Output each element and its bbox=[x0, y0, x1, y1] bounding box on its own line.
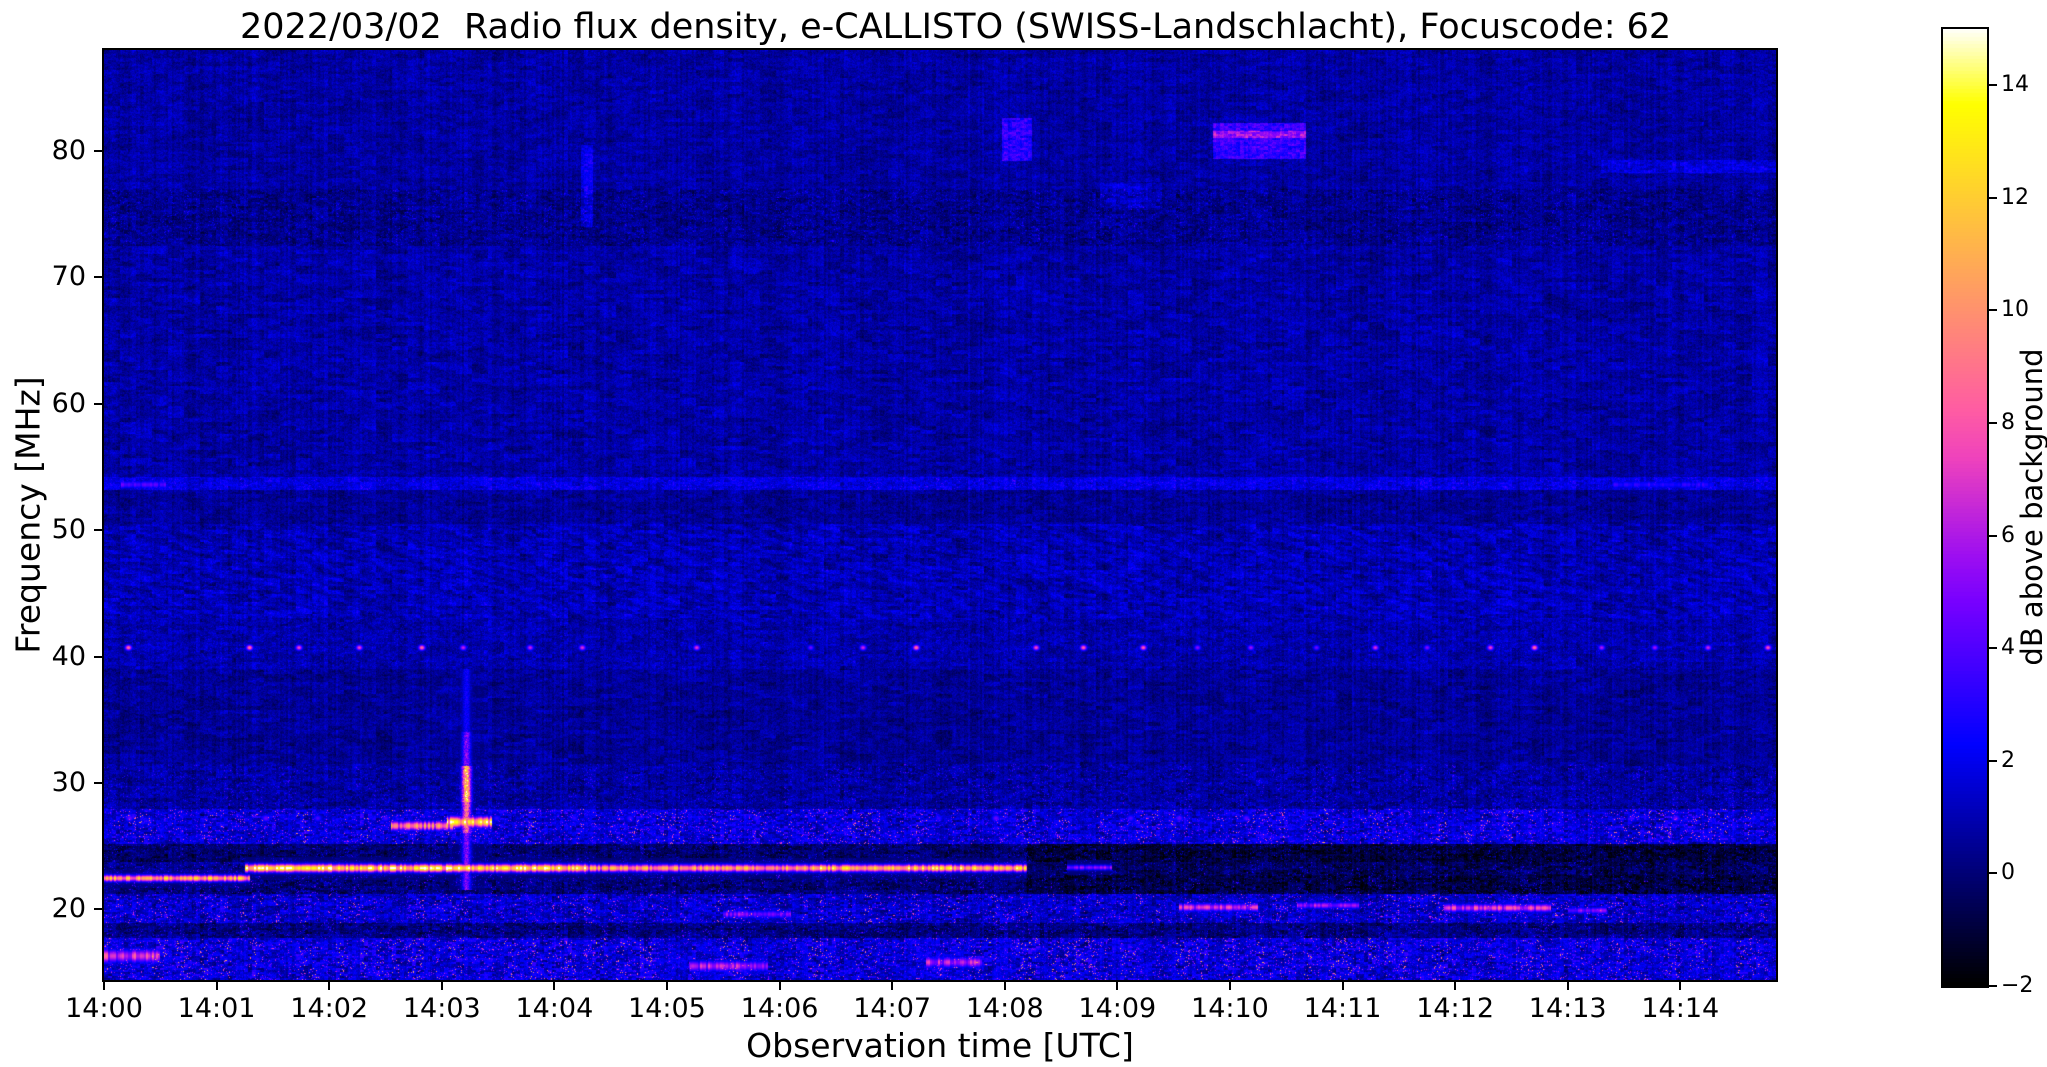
x-tick-label: 14:08 bbox=[965, 993, 1044, 1024]
y-tick-mark bbox=[94, 402, 102, 405]
colorbar-label: dB above background bbox=[2015, 348, 2047, 666]
x-tick-label: 14:01 bbox=[177, 993, 256, 1024]
y-tick-label: 60 bbox=[51, 387, 86, 419]
x-tick-label: 14:04 bbox=[515, 993, 594, 1024]
y-tick-mark bbox=[94, 908, 102, 911]
colorbar-tick-mark bbox=[1989, 759, 1997, 762]
x-tick-mark bbox=[1566, 982, 1569, 990]
x-tick-mark bbox=[328, 982, 331, 990]
x-tick-label: 14:06 bbox=[740, 993, 819, 1024]
colorbar-tick-label: 2 bbox=[2001, 747, 2015, 773]
x-tick-mark bbox=[891, 982, 894, 990]
colorbar-tick-label: 14 bbox=[2001, 72, 2029, 98]
y-tick-mark bbox=[94, 655, 102, 658]
colorbar-tick-mark bbox=[1989, 985, 1997, 987]
x-tick-mark bbox=[440, 982, 443, 990]
colorbar-tick-mark bbox=[1989, 84, 1997, 87]
x-tick-mark bbox=[215, 982, 218, 990]
x-tick-label: 14:03 bbox=[402, 993, 481, 1024]
colorbar-tick-label: 12 bbox=[2001, 184, 2029, 210]
colorbar-tick-label: 10 bbox=[2001, 297, 2029, 323]
x-tick-mark bbox=[1679, 982, 1682, 990]
y-tick-mark bbox=[94, 276, 102, 279]
x-tick-label: 14:14 bbox=[1641, 993, 1720, 1024]
y-tick-label: 40 bbox=[51, 640, 86, 672]
colorbar-tick-mark bbox=[1989, 872, 1997, 875]
x-tick-label: 14:05 bbox=[628, 993, 706, 1024]
x-tick-label: 14:13 bbox=[1528, 993, 1607, 1024]
colorbar-tick-label: 8 bbox=[2001, 410, 2015, 436]
x-tick-label: 14:12 bbox=[1416, 993, 1495, 1024]
y-tick-mark bbox=[94, 150, 102, 153]
spectrogram-canvas bbox=[104, 50, 1776, 980]
x-tick-label: 14:00 bbox=[65, 993, 143, 1024]
colorbar-tick-label: 4 bbox=[2001, 635, 2015, 661]
colorbar-tick-mark bbox=[1989, 422, 1997, 425]
plot-frame bbox=[102, 48, 1778, 982]
colorbar-tick-mark bbox=[1989, 647, 1997, 650]
y-tick-label: 20 bbox=[51, 893, 86, 925]
x-tick-mark bbox=[1116, 982, 1119, 990]
y-tick-label: 80 bbox=[51, 135, 86, 167]
x-tick-mark bbox=[1454, 982, 1457, 990]
colorbar-canvas bbox=[1943, 29, 1987, 986]
x-tick-mark bbox=[1003, 982, 1006, 990]
x-axis-label: Observation time [UTC] bbox=[746, 1026, 1134, 1065]
y-tick-label: 70 bbox=[51, 261, 86, 293]
colorbar-frame bbox=[1941, 27, 1989, 988]
x-tick-label: 14:11 bbox=[1303, 993, 1382, 1024]
x-tick-mark bbox=[1341, 982, 1344, 990]
x-tick-mark bbox=[1228, 982, 1231, 990]
x-tick-mark bbox=[553, 982, 556, 990]
colorbar-tick-label: 6 bbox=[2001, 522, 2015, 548]
colorbar-tick-label: −2 bbox=[2001, 973, 2034, 998]
colorbar-tick-mark bbox=[1989, 534, 1997, 537]
x-tick-label: 14:09 bbox=[1078, 993, 1157, 1024]
x-tick-label: 14:10 bbox=[1191, 993, 1269, 1024]
y-tick-mark bbox=[94, 781, 102, 784]
colorbar-tick-mark bbox=[1989, 196, 1997, 199]
colorbar-tick-label: 0 bbox=[2001, 860, 2015, 886]
x-tick-mark bbox=[103, 982, 105, 990]
figure-title: 2022/03/02 Radio flux density, e-CALLIST… bbox=[240, 7, 1672, 47]
colorbar-tick-mark bbox=[1989, 309, 1997, 312]
y-tick-label: 30 bbox=[51, 766, 86, 798]
x-tick-label: 14:07 bbox=[853, 993, 932, 1024]
y-tick-label: 50 bbox=[51, 514, 86, 546]
x-tick-mark bbox=[778, 982, 781, 990]
x-tick-mark bbox=[665, 982, 668, 990]
y-tick-mark bbox=[94, 529, 102, 532]
x-tick-label: 14:02 bbox=[290, 993, 369, 1024]
